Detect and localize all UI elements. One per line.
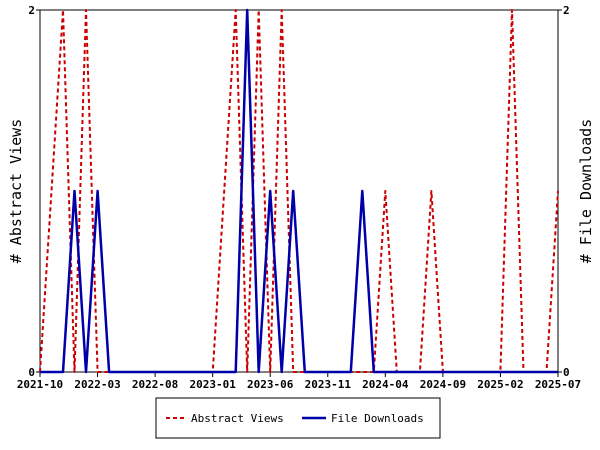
x-tick-label: 2025-02 <box>477 378 523 391</box>
x-tick-label: 2022-03 <box>74 378 120 391</box>
legend-label-downloads: File Downloads <box>331 412 424 425</box>
x-tick-label: 2023-11 <box>305 378 352 391</box>
y-tick-label-left: 2 <box>28 4 35 17</box>
x-axis: 2021-10 2022-03 2022-08 2023-01 2023-06 2023-… <box>17 372 581 391</box>
y-axis-title-left: # Abstract Views <box>7 119 25 264</box>
x-tick-label: 2023-01 <box>189 378 236 391</box>
x-tick-label: 2022-08 <box>132 378 178 391</box>
legend: Abstract Views File Downloads <box>155 397 441 439</box>
plot-area <box>39 9 559 373</box>
y-axis-title-right: # File Downloads <box>577 119 595 264</box>
legend-box <box>155 397 441 439</box>
x-tick-label: 2024-04 <box>362 378 409 391</box>
y-axis-left: 02 <box>28 4 40 379</box>
x-tick-label: 2025-07 <box>535 378 581 391</box>
x-tick-label: 2021-10 <box>17 378 63 391</box>
series-file-downloads-line <box>40 8 558 374</box>
x-tick-label: 2024-09 <box>420 378 466 391</box>
y-axis-right: 02 <box>558 4 570 379</box>
y-tick-label-left: 0 <box>28 366 35 379</box>
legend-label-views: Abstract Views <box>191 412 284 425</box>
y-tick-label-right: 0 <box>563 366 570 379</box>
x-tick-label: 2023-06 <box>247 378 294 391</box>
series-layer <box>39 8 559 374</box>
y-tick-label-right: 2 <box>563 4 570 17</box>
